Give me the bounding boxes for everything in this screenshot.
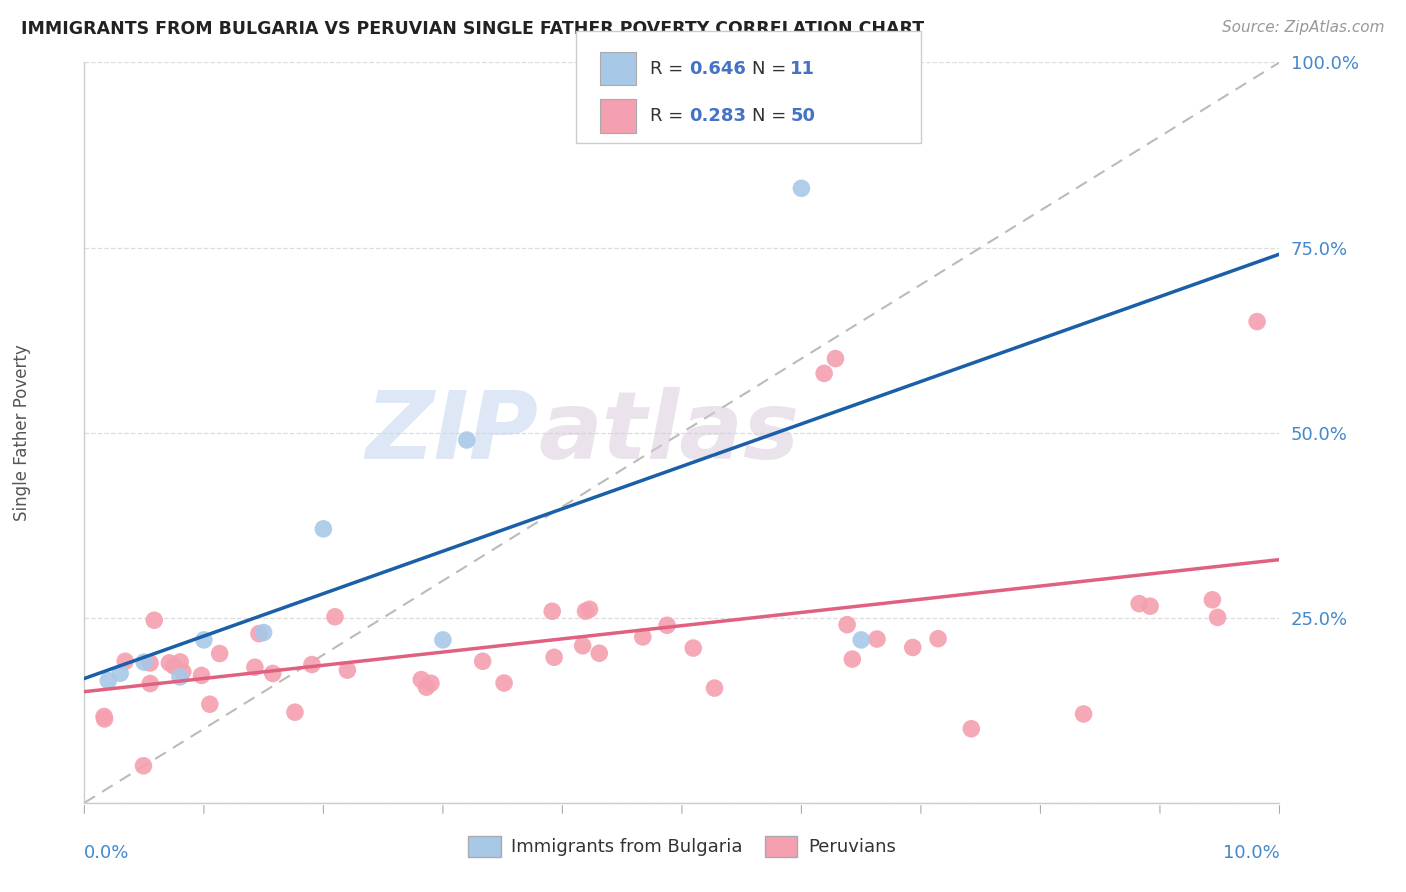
Point bbox=[139, 676, 162, 690]
Text: 10.0%: 10.0% bbox=[1223, 844, 1279, 862]
Point bbox=[578, 602, 600, 616]
Text: atlas: atlas bbox=[538, 386, 800, 479]
Legend: Immigrants from Bulgaria, Peruvians: Immigrants from Bulgaria, Peruvians bbox=[461, 829, 903, 864]
Point bbox=[571, 639, 593, 653]
Point bbox=[927, 632, 949, 646]
Point bbox=[93, 712, 115, 726]
Text: R =: R = bbox=[650, 60, 689, 78]
Point bbox=[97, 673, 120, 688]
Point bbox=[163, 659, 186, 673]
Point bbox=[157, 656, 180, 670]
Point bbox=[420, 676, 443, 690]
Point bbox=[655, 618, 678, 632]
Point bbox=[301, 657, 323, 672]
Text: N =: N = bbox=[752, 60, 792, 78]
Point bbox=[494, 676, 516, 690]
Point bbox=[198, 697, 221, 711]
Text: 0.283: 0.283 bbox=[689, 107, 747, 125]
Point bbox=[190, 668, 212, 682]
Point bbox=[1073, 706, 1095, 721]
Point bbox=[456, 433, 478, 447]
Text: 0.0%: 0.0% bbox=[84, 844, 129, 862]
Point bbox=[851, 632, 873, 647]
Point bbox=[169, 670, 191, 684]
Point bbox=[813, 367, 835, 381]
Text: 0.646: 0.646 bbox=[689, 60, 745, 78]
Text: R =: R = bbox=[650, 107, 689, 125]
Point bbox=[1128, 597, 1150, 611]
Point bbox=[132, 655, 156, 669]
Point bbox=[471, 654, 494, 668]
Point bbox=[284, 705, 307, 719]
Text: 50: 50 bbox=[790, 107, 815, 125]
Point bbox=[114, 654, 136, 668]
Point bbox=[841, 652, 863, 666]
Point bbox=[132, 758, 155, 772]
Point bbox=[208, 647, 231, 661]
Point bbox=[247, 626, 270, 640]
Point bbox=[336, 663, 359, 677]
Point bbox=[411, 673, 433, 687]
Point bbox=[253, 625, 276, 640]
Point bbox=[139, 656, 162, 670]
Point bbox=[172, 665, 194, 679]
Point bbox=[1246, 314, 1268, 328]
Point bbox=[541, 604, 564, 618]
Point bbox=[312, 522, 335, 536]
Point bbox=[703, 681, 725, 695]
Point bbox=[143, 613, 166, 627]
Point bbox=[262, 666, 284, 681]
Point bbox=[574, 604, 596, 618]
Text: N =: N = bbox=[752, 107, 792, 125]
Point bbox=[323, 609, 346, 624]
Point bbox=[960, 722, 983, 736]
Point bbox=[93, 709, 115, 723]
Point bbox=[1201, 592, 1223, 607]
Point bbox=[110, 666, 132, 681]
Point bbox=[193, 632, 215, 647]
Text: Source: ZipAtlas.com: Source: ZipAtlas.com bbox=[1222, 20, 1385, 35]
Point bbox=[588, 646, 610, 660]
Point bbox=[1139, 599, 1161, 614]
Point bbox=[1206, 610, 1229, 624]
Text: IMMIGRANTS FROM BULGARIA VS PERUVIAN SINGLE FATHER POVERTY CORRELATION CHART: IMMIGRANTS FROM BULGARIA VS PERUVIAN SIN… bbox=[21, 20, 924, 37]
Text: Single Father Poverty: Single Father Poverty bbox=[13, 344, 31, 521]
Point bbox=[837, 617, 859, 632]
Point bbox=[432, 632, 454, 647]
Point bbox=[824, 351, 846, 366]
Point bbox=[790, 181, 813, 195]
Text: 11: 11 bbox=[790, 60, 815, 78]
Point bbox=[901, 640, 924, 655]
Text: ZIP: ZIP bbox=[366, 386, 538, 479]
Point bbox=[169, 655, 191, 669]
Point bbox=[631, 630, 654, 644]
Point bbox=[543, 650, 565, 665]
Point bbox=[682, 641, 704, 656]
Point bbox=[415, 680, 437, 694]
Point bbox=[243, 660, 266, 674]
Point bbox=[866, 632, 889, 646]
